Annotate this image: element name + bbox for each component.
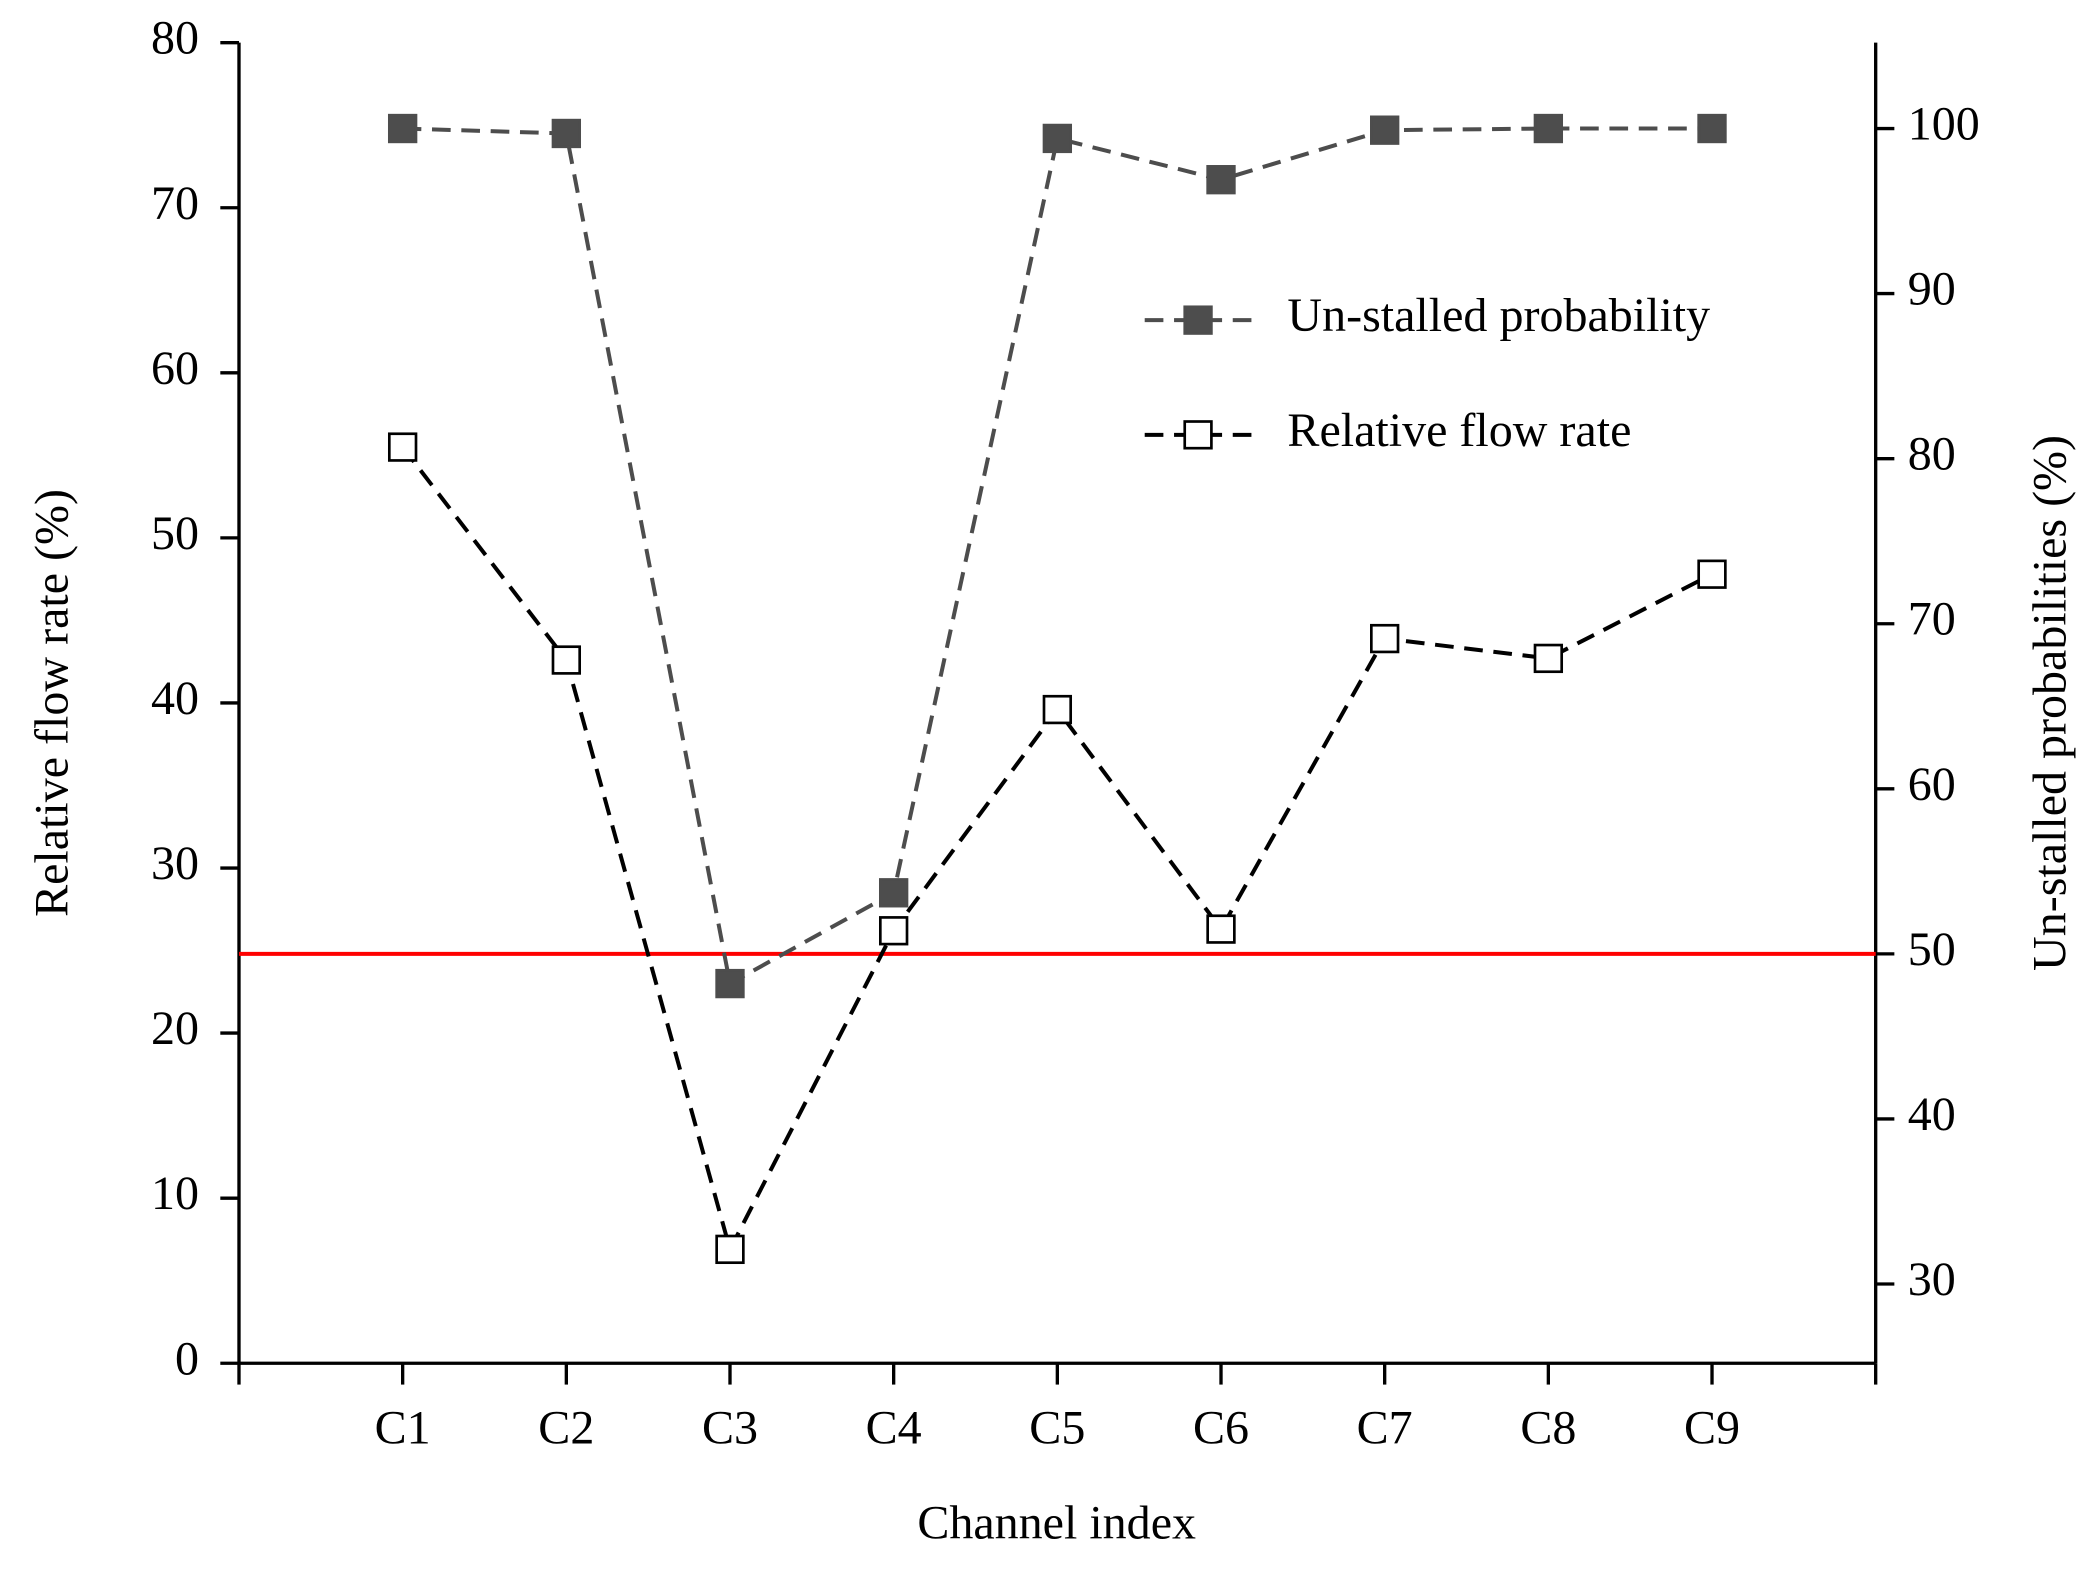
- y-tick-label: 20: [151, 1002, 199, 1055]
- data-point: [878, 916, 909, 946]
- series-line: [402, 126, 1713, 987]
- legend-label: Relative flow rate: [1287, 404, 1631, 457]
- y-tick-label: 10: [151, 1167, 199, 1220]
- y-tick-label: 60: [151, 342, 199, 395]
- y-tick-label: 0: [175, 1332, 199, 1385]
- data-point: [551, 645, 582, 675]
- data-point: [1533, 643, 1564, 674]
- data-point: [1042, 123, 1073, 154]
- series-line: [401, 445, 1713, 1255]
- x-tick-label: C3: [702, 1402, 758, 1455]
- y-axis-title: Relative flow rate (%): [25, 489, 78, 917]
- data-point: [1206, 914, 1236, 944]
- y2-tick-label: 40: [1908, 1088, 1956, 1141]
- data-point: [878, 878, 909, 908]
- y2-tick-label: 90: [1908, 263, 1956, 316]
- data-point: [1697, 113, 1727, 144]
- y2-tick-label: 100: [1908, 98, 1980, 151]
- x-tick-label: C5: [1029, 1402, 1085, 1455]
- y-tick-label: 40: [151, 672, 199, 725]
- y-tick-label: 80: [151, 12, 199, 65]
- data-point: [1533, 113, 1564, 144]
- data-point: [1370, 115, 1400, 145]
- data-point: [387, 432, 418, 462]
- x-tick-label: C8: [1520, 1402, 1576, 1455]
- data-point: [1370, 623, 1400, 654]
- x-tick-label: C9: [1684, 1402, 1740, 1455]
- y2-tick-label: 30: [1908, 1253, 1956, 1306]
- y-tick-label: 30: [151, 837, 199, 890]
- data-point: [1206, 165, 1236, 195]
- x-axis-title: Channel index: [917, 1496, 1196, 1549]
- y2-tick-label: 50: [1908, 923, 1956, 976]
- y-tick-label: 50: [151, 507, 199, 560]
- legend-marker: [1183, 305, 1213, 335]
- y2-axis-title: Un-stalled probabilities (%): [2023, 435, 2076, 971]
- y2-tick-label: 80: [1908, 428, 1956, 481]
- data-point: [715, 1234, 745, 1265]
- data-point: [715, 968, 745, 999]
- data-point: [1042, 694, 1073, 725]
- x-tick-label: C2: [538, 1402, 594, 1455]
- data-point: [387, 113, 418, 144]
- x-tick-label: C4: [866, 1402, 922, 1455]
- x-tick-label: C6: [1193, 1402, 1249, 1455]
- y2-tick-label: 60: [1908, 758, 1956, 811]
- legend-label: Un-stalled probability: [1287, 289, 1710, 342]
- data-point: [551, 118, 582, 149]
- legend-marker: [1183, 420, 1213, 450]
- y2-tick-label: 70: [1908, 593, 1956, 646]
- y-tick-label: 70: [151, 177, 199, 230]
- x-tick-label: C1: [375, 1402, 431, 1455]
- data-point: [1697, 559, 1727, 589]
- x-tick-label: C7: [1357, 1402, 1413, 1455]
